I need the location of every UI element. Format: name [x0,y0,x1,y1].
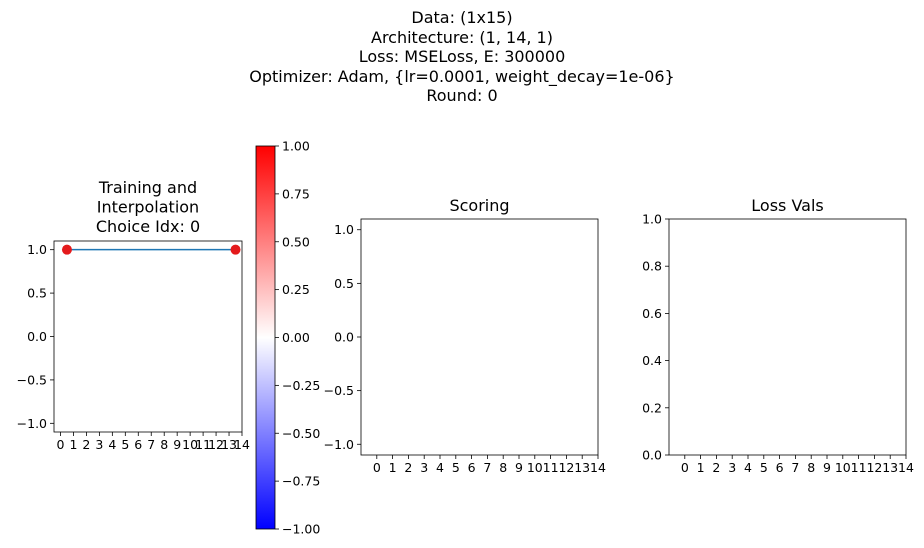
loss-ytick-label: 0.0 [642,448,662,463]
scoring-xtick-label: 4 [436,460,444,475]
training-xtick-label: 3 [95,437,103,452]
training-xtick-label: 10 [182,437,198,452]
training-ytick-label: −0.5 [17,372,47,387]
training-ytick-label: 1.0 [27,242,47,257]
loss-ytick-label: 0.4 [642,353,662,368]
training-xtick-label: 6 [134,437,142,452]
loss-title: Loss Vals [751,196,823,215]
colorbar-tick-label: 0.75 [282,186,310,201]
colorbar-tick-label: −0.25 [282,378,320,393]
loss-xtick-label: 3 [728,460,736,475]
scoring-chart: 0 1 2 3 4 5 6 7 8 9 10 11 12 13 14−1.0−0.50.00.51.0Sco… [324,196,606,475]
loss-xtick-label: 8 [807,460,815,475]
training-xtick-label: 5 [121,437,129,452]
colorbar-tick-label: 0.50 [282,234,310,249]
training-title-line: Interpolation [97,198,199,217]
training-xtick-label: 1 [69,437,77,452]
scoring-xtick-label: 7 [483,460,491,475]
scoring-title: Scoring [449,196,509,215]
scoring-ytick-label: −0.5 [324,383,354,398]
scoring-xtick-label: 6 [468,460,476,475]
suptitle-line-round: Round: 0 [426,86,498,105]
scoring-ytick-label: 0.0 [334,330,354,345]
training-ytick-label: −1.0 [17,416,47,431]
training-point [230,244,241,255]
loss-ytick-label: 1.0 [642,212,662,227]
suptitle-line-architecture: Architecture: (1, 14, 1) [371,27,553,47]
training-xtick-label: 11 [195,437,211,452]
scoring-xtick-label: 12 [558,460,574,475]
loss-xtick-label: 12 [866,460,882,475]
scoring-xtick-label: 2 [404,460,412,475]
loss-xtick-label: 0 [681,460,689,475]
colorbar-tick-label: −0.75 [282,474,320,489]
loss-vals-chart: 0 1 2 3 4 5 6 7 8 9 10 11 12 13 140.00.20.40.60.81.0Lo… [642,196,914,475]
training-xtick-label: 4 [108,437,116,452]
loss-xtick-label: 13 [882,460,898,475]
loss-xtick-label: 2 [712,460,720,475]
scoring-xtick-label: 10 [527,460,543,475]
scoring-ytick-label: −1.0 [324,437,354,452]
scoring-ytick-label: 0.5 [334,276,354,291]
scoring-xtick-label: 13 [574,460,590,475]
colorbar-tick-label: 0.25 [282,282,310,297]
training-xtick-label: 2 [82,437,90,452]
training-xtick-label: 7 [147,437,155,452]
training-title-line: Choice Idx: 0 [96,217,200,236]
colorbar: −1.00 −0.75 −0.50 −0.25 0.00 0.25 0.50 0.75 1.00 [255,139,320,537]
loss-xtick-label: 6 [776,460,784,475]
scoring-xtick-label: 9 [515,460,523,475]
colorbar-tick-label: −0.50 [282,426,320,441]
loss-xtick-label: 4 [744,460,752,475]
scoring-xtick-label: 1 [389,460,397,475]
loss-xtick-label: 14 [898,460,914,475]
colorbar-gradient [255,145,276,530]
suptitle-line-loss: Loss: MSELoss, E: 300000 [358,47,566,66]
training-xtick-label: 0 [57,437,65,452]
loss-frame [668,218,907,456]
loss-ytick-label: 0.6 [642,306,662,321]
scoring-xtick-label: 8 [499,460,507,475]
loss-xtick-label: 5 [760,460,768,475]
colorbar-tick-label: 1.00 [282,139,310,154]
training-xtick-label: 9 [173,437,181,452]
training-xtick-label: 8 [160,437,168,452]
training-ytick-label: 0.0 [27,329,47,344]
scoring-xtick-label: 5 [452,460,460,475]
training-point [61,244,72,255]
colorbar-tick-label: −1.00 [282,522,320,537]
loss-xtick-label: 7 [791,460,799,475]
scoring-xtick-label: 11 [543,460,559,475]
scoring-ytick-label: 1.0 [334,222,354,237]
scoring-xtick-label: 3 [420,460,428,475]
training-frame [53,240,243,433]
suptitle-line-data: Data: (1x15) [411,8,513,27]
training-xtick-label: 13 [221,437,237,452]
training-xtick-label: 12 [208,437,224,452]
loss-ytick-label: 0.8 [642,259,662,274]
scoring-frame [360,218,599,456]
loss-xtick-label: 11 [851,460,867,475]
training-xtick-label: 14 [234,437,250,452]
suptitle-line-optimizer: Optimizer: Adam, {lr=0.0001, weight_deca… [249,66,675,86]
training-ytick-label: 0.5 [27,286,47,301]
figure-suptitle: Data: (1x15) Architecture: (1, 14, 1) Lo… [0,8,924,106]
scoring-xtick-label: 14 [590,460,606,475]
loss-xtick-label: 1 [697,460,705,475]
loss-xtick-label: 9 [823,460,831,475]
scoring-xtick-label: 0 [373,460,381,475]
training-title-line: Training and [98,178,197,197]
loss-ytick-label: 0.2 [642,400,662,415]
training-interpolation-chart: 0 1 2 3 4 5 6 7 8 9 1011121314−1.0−0.50.00.51.0Tra… [17,178,250,452]
colorbar-tick-label: 0.00 [282,330,310,345]
loss-xtick-label: 10 [835,460,851,475]
